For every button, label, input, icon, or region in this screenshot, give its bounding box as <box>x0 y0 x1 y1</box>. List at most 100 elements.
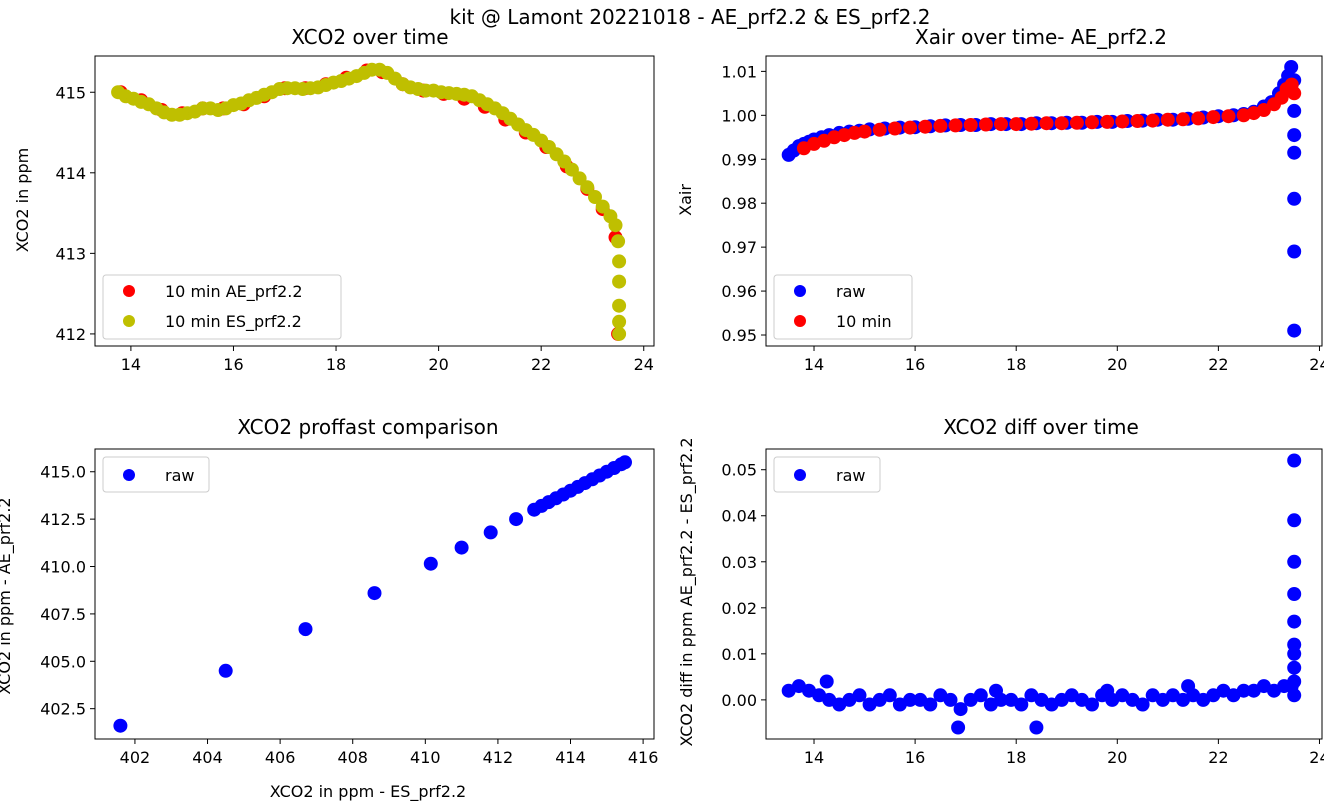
y-tick-label: 0.00 <box>721 691 757 710</box>
y-axis-label: XCO2 diff in ppm AE_prf2.2 - ES_prf2.2 <box>677 437 697 746</box>
axis-ticks: 14 16 18 20 22 24 412 413 414 415 <box>55 83 653 374</box>
y-tick-label: 414 <box>55 164 86 183</box>
legend-marker-10min <box>794 315 806 327</box>
legend-box <box>102 274 342 340</box>
data-point <box>367 586 382 601</box>
x-tick-label: 14 <box>121 355 141 374</box>
x-tick-label: 22 <box>1208 748 1228 767</box>
panel-title: XCO2 proffast comparison <box>237 415 498 439</box>
x-tick-label: 402 <box>120 748 151 767</box>
data-point <box>1029 720 1044 735</box>
x-tick-label: 22 <box>1208 355 1228 374</box>
legend-marker-es <box>123 315 135 327</box>
data-point <box>872 122 887 137</box>
data-point <box>948 118 963 133</box>
data-point <box>612 314 627 329</box>
data-point <box>113 718 128 733</box>
panel-title: XCO2 diff over time <box>943 415 1139 439</box>
data-point <box>1024 116 1039 131</box>
legend-label-raw: raw <box>836 282 865 301</box>
data-point <box>595 199 610 214</box>
y-tick-label: 0.04 <box>721 507 757 526</box>
y-tick-label: 0.97 <box>721 238 757 257</box>
panel-xair-over-time: Xair over time- AE_prf2.2 Xair 14 16 18 20 2… <box>676 25 1324 374</box>
y-tick-label: 402.5 <box>40 700 86 719</box>
y-tick-label: 405.0 <box>40 652 86 671</box>
data-point <box>1039 116 1054 131</box>
y-axis-label: Xair <box>676 184 695 216</box>
x-tick-label: 18 <box>1006 355 1026 374</box>
data-point <box>943 692 958 707</box>
data-point <box>1206 110 1221 125</box>
y-tick-label: 0.05 <box>721 461 757 480</box>
data-point <box>1181 679 1196 694</box>
x-tick-label: 416 <box>628 748 659 767</box>
data-point <box>978 117 993 132</box>
data-points <box>111 62 627 341</box>
data-point <box>1100 114 1115 129</box>
data-point <box>618 455 632 470</box>
panel-title: Xair over time- AE_prf2.2 <box>915 25 1167 49</box>
data-point <box>1287 244 1302 259</box>
data-point <box>1287 660 1302 675</box>
data-point <box>218 663 233 678</box>
legend: 10 min AE_prf2.2 10 min ES_prf2.2 <box>102 274 342 340</box>
data-point <box>1085 115 1099 130</box>
data-point <box>1135 697 1150 712</box>
data-point <box>1287 453 1302 468</box>
data-point <box>852 688 867 703</box>
legend-label-raw: raw <box>836 466 865 485</box>
data-point <box>454 540 469 555</box>
legend: raw 10 min <box>773 274 913 340</box>
y-tick-label: 0.99 <box>721 150 757 169</box>
data-point <box>973 688 988 703</box>
x-tick-label: 412 <box>483 748 514 767</box>
plot-frame <box>765 448 1323 740</box>
y-tick-label: 0.98 <box>721 194 757 213</box>
data-point <box>1115 114 1130 129</box>
y-tick-label: 0.01 <box>721 645 757 664</box>
x-tick-label: 24 <box>1309 355 1324 374</box>
y-tick-label: 412 <box>55 325 86 344</box>
data-point <box>989 683 1003 698</box>
data-point <box>903 692 918 707</box>
y-tick-label: 410.0 <box>40 558 86 577</box>
data-point <box>1287 145 1302 160</box>
y-tick-label: 0.95 <box>721 326 757 345</box>
x-tick-label: 404 <box>192 748 223 767</box>
axis-ticks: 14 16 18 20 22 24 0.00 0.01 0.02 0.03 0.04 0.05 <box>721 461 1324 767</box>
y-tick-label: 0.03 <box>721 553 757 572</box>
x-tick-label: 18 <box>326 355 346 374</box>
data-point <box>612 274 627 289</box>
panel-proffast-comparison: XCO2 proffast comparison XCO2 in ppm - A… <box>0 415 658 802</box>
data-point <box>1221 109 1236 124</box>
data-point <box>1287 103 1302 118</box>
panel-xco2-over-time: XCO2 over time XCO2 in ppm 14 16 18 20 22 24 4… <box>13 25 655 374</box>
data-point <box>933 118 948 133</box>
axis-ticks: 14 16 18 20 22 24 0.95 0.96 0.97 0.98 0.99 1.00 1.01 <box>721 62 1324 374</box>
plot-frame <box>765 55 1323 347</box>
legend-label-es: 10 min ES_prf2.2 <box>165 312 302 332</box>
x-tick-label: 20 <box>1107 748 1127 767</box>
data-point <box>1287 688 1302 703</box>
data-point <box>918 119 933 134</box>
data-point <box>887 121 902 136</box>
data-point <box>1014 697 1029 712</box>
x-tick-label: 20 <box>428 355 448 374</box>
plot-frame <box>94 448 655 740</box>
plot-frame <box>94 55 655 347</box>
data-point <box>509 512 524 527</box>
panel-title: XCO2 over time <box>291 25 448 49</box>
data-point <box>1287 86 1302 101</box>
data-point <box>1287 513 1302 528</box>
data-point <box>923 697 938 712</box>
x-tick-label: 410 <box>410 748 441 767</box>
data-point <box>1191 111 1206 126</box>
legend-label-10min: 10 min <box>836 312 892 331</box>
y-axis-label: XCO2 in ppm - AE_prf2.2 <box>0 497 15 694</box>
data-point <box>608 218 623 233</box>
data-point <box>580 180 595 195</box>
data-point <box>483 525 498 540</box>
data-point <box>963 118 978 132</box>
